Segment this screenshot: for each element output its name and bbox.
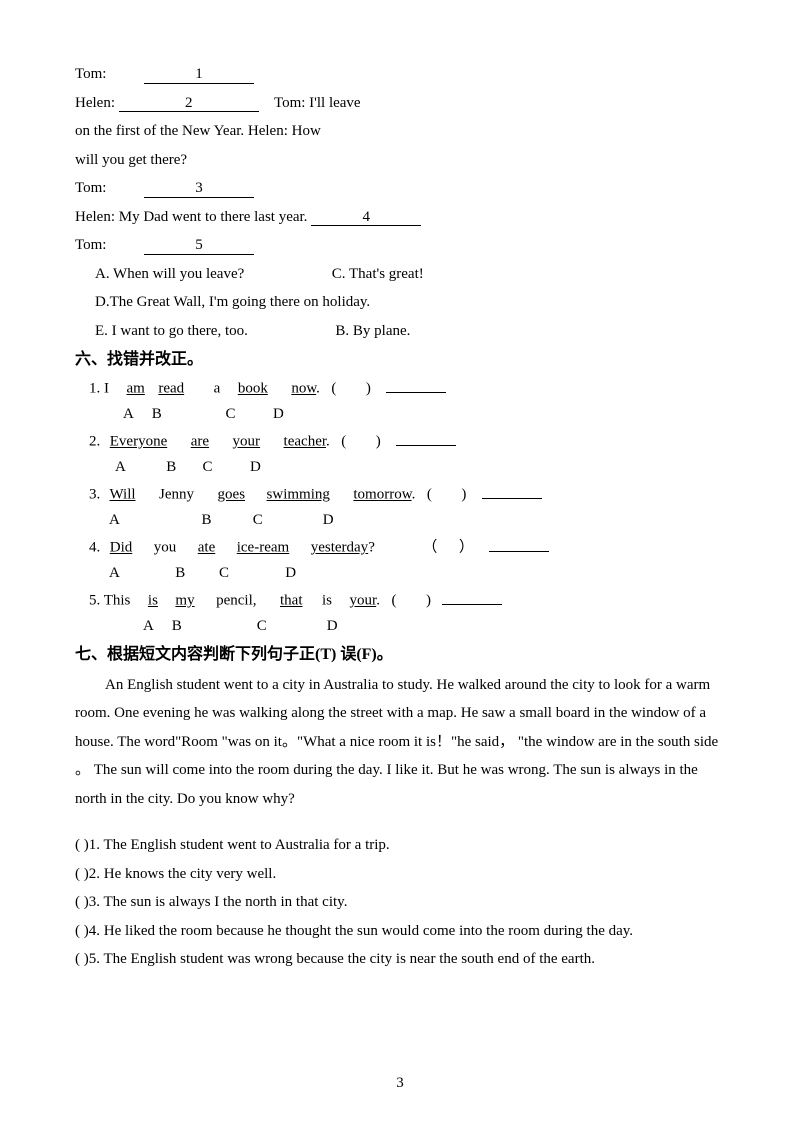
q-text: Jenny <box>159 487 194 503</box>
worksheet-page: Tom: 1 Helen: 2 Tom: I'll leave on the f… <box>0 0 800 1132</box>
letters: A B C D <box>89 453 725 482</box>
paren: ） <box>459 540 474 556</box>
q6-4: 4. Did you ate ice-ream yesterday? （ ） A… <box>75 534 725 587</box>
q-word: ice-ream <box>237 540 289 556</box>
q-word: Will <box>109 487 135 503</box>
option-d: D.The Great Wall, I'm going there on hol… <box>75 288 725 317</box>
paren: ( <box>391 593 396 609</box>
dot: . <box>376 593 380 609</box>
letters: A B C D <box>89 559 725 588</box>
dot: . <box>316 381 320 397</box>
q-word: tomorrow <box>353 487 411 503</box>
q-text: you <box>154 540 177 556</box>
paren: ) <box>376 434 381 450</box>
answer-blank[interactable] <box>489 534 549 552</box>
paren: ( <box>427 487 432 503</box>
q-text: a <box>214 381 221 397</box>
dialogue-text: will you get there? <box>75 146 725 175</box>
option-b: B. By plane. <box>335 323 410 339</box>
option-c: C. That's great! <box>332 266 424 282</box>
dot: . <box>326 434 330 450</box>
q-word: is <box>148 593 158 609</box>
paren: ) <box>461 487 466 503</box>
section-6-heading: 六、找错并改正。 <box>75 345 725 375</box>
reading-passage: An English student went to a city in Aus… <box>75 671 725 814</box>
q6-1: 1. I am read a book now. ( ) A B C D <box>75 375 725 428</box>
dot: . <box>412 487 416 503</box>
letters: A B C D <box>89 506 725 535</box>
q-word: Did <box>110 540 133 556</box>
q-word: Everyone <box>110 434 167 450</box>
section-7-heading: 七、根据短文内容判断下列句子正(T) 误(F)。 <box>75 640 725 670</box>
dialogue-text: on the first of the New Year. Helen: How <box>75 117 725 146</box>
paren: ) <box>366 381 371 397</box>
q-text: 3. <box>89 487 100 503</box>
q-word: your <box>350 593 377 609</box>
q-word: that <box>280 593 303 609</box>
q6-5: 5. This is my pencil, that is your. ( ) … <box>75 587 725 640</box>
page-number: 3 <box>0 1069 800 1098</box>
blank-1[interactable]: 1 <box>144 66 254 84</box>
option-a: A. When will you leave? <box>95 266 244 282</box>
blank-5[interactable]: 5 <box>144 237 254 255</box>
blank-2[interactable]: 2 <box>119 95 259 113</box>
tom-label: Tom: <box>75 66 106 82</box>
paren: ) <box>426 593 431 609</box>
q-text: 2. <box>89 434 100 450</box>
q-text: is <box>322 593 332 609</box>
q-word: book <box>238 381 268 397</box>
q6-2: 2. Everyone are your teacher. ( ) A B C … <box>75 428 725 481</box>
answer-blank[interactable] <box>386 375 446 393</box>
q7-3: ( )3. The sun is always I the north in t… <box>75 888 725 917</box>
q-word: my <box>175 593 194 609</box>
q7-2: ( )2. He knows the city very well. <box>75 860 725 889</box>
paren: ( <box>341 434 346 450</box>
q-text: 5. This <box>89 593 130 609</box>
paren: ( <box>331 381 336 397</box>
q-word: teacher <box>284 434 326 450</box>
q-word: your <box>233 434 261 450</box>
q-text: pencil, <box>216 593 256 609</box>
q-word: yesterday <box>311 540 368 556</box>
q-word: are <box>191 434 209 450</box>
q-word: am <box>127 381 145 397</box>
q7-1: ( )1. The English student went to Austra… <box>75 831 725 860</box>
answer-blank[interactable] <box>482 481 542 499</box>
q7-4: ( )4. He liked the room because he thoug… <box>75 917 725 946</box>
q7-5: ( )5. The English student was wrong beca… <box>75 945 725 974</box>
tom-label: Tom: <box>75 237 106 253</box>
dialogue-text: Helen: My Dad went to there last year. <box>75 209 307 225</box>
blank-4[interactable]: 4 <box>311 209 421 227</box>
answer-blank[interactable] <box>396 428 456 446</box>
q-word: now <box>291 381 316 397</box>
q-text: 1. I <box>89 381 109 397</box>
q-word: ate <box>198 540 215 556</box>
q-word: read <box>158 381 184 397</box>
dialogue-block: Tom: 1 Helen: 2 Tom: I'll leave on the f… <box>75 60 725 345</box>
option-e: E. I want to go there, too. <box>95 323 248 339</box>
blank-3[interactable]: 3 <box>144 180 254 198</box>
q-word: goes <box>218 487 246 503</box>
helen-label: Helen: <box>75 95 115 111</box>
tom-label: Tom: <box>75 180 106 196</box>
letters: A B C D <box>89 400 725 429</box>
dialogue-text: Tom: I'll leave <box>274 95 361 111</box>
paren: （ <box>422 540 437 556</box>
q6-3: 3. Will Jenny goes swimming tomorrow. ( … <box>75 481 725 534</box>
answer-blank[interactable] <box>442 587 502 605</box>
letters: A B C D <box>89 612 725 641</box>
q-word: swimming <box>267 487 330 503</box>
q-text: 4. <box>89 540 100 556</box>
